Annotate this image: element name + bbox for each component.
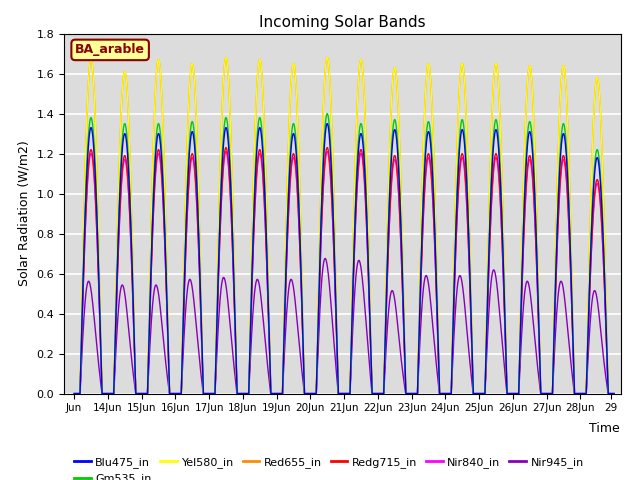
Text: BA_arable: BA_arable	[75, 43, 145, 56]
X-axis label: Time: Time	[589, 422, 620, 435]
Title: Incoming Solar Bands: Incoming Solar Bands	[259, 15, 426, 30]
Y-axis label: Solar Radiation (W/m2): Solar Radiation (W/m2)	[18, 141, 31, 287]
Legend: Blu475_in, Gm535_in, Yel580_in, Red655_in, Redg715_in, Nir840_in, Nir945_in: Blu475_in, Gm535_in, Yel580_in, Red655_i…	[70, 453, 588, 480]
